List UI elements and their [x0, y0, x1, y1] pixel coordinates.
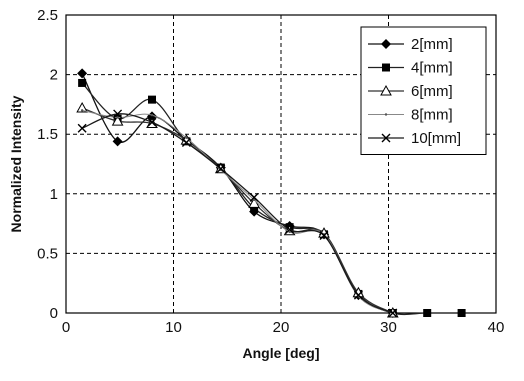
- data-point: [185, 136, 188, 139]
- data-point: [423, 309, 432, 317]
- series-line: [81, 113, 394, 314]
- data-point: [248, 197, 260, 208]
- legend-item: 8[mm]: [368, 107, 453, 124]
- legend-item: 4[mm]: [368, 60, 453, 77]
- legend-label: 2[mm]: [411, 36, 453, 53]
- series-3: [76, 101, 399, 318]
- legend-marker: [381, 133, 391, 143]
- series-line: [82, 109, 394, 314]
- data-point: [249, 192, 259, 202]
- series-line: [81, 107, 394, 314]
- legend-marker: [384, 113, 388, 116]
- data-point: [78, 78, 87, 87]
- data-point: [252, 198, 256, 201]
- data-point: [250, 204, 259, 213]
- data-point: [113, 109, 123, 119]
- data-point: [148, 95, 156, 104]
- data-point: [111, 115, 124, 126]
- legend-marker: [382, 63, 390, 72]
- data-point: [288, 230, 291, 234]
- legend-label: 8[mm]: [411, 107, 453, 124]
- x-tick-label: 20: [273, 319, 290, 336]
- legend-item: 2[mm]: [368, 36, 453, 53]
- data-point: [388, 308, 398, 318]
- data-point: [112, 136, 123, 147]
- legend-item: 6[mm]: [368, 83, 453, 100]
- series-layer: [76, 68, 466, 318]
- legend-item: 10[mm]: [368, 130, 461, 147]
- data-point: [457, 309, 466, 317]
- y-tick-label: 1.5: [37, 126, 58, 143]
- data-point: [285, 225, 295, 235]
- x-tick-label: 30: [380, 319, 397, 336]
- data-point: [147, 117, 157, 127]
- legend-marker: [381, 39, 391, 49]
- x-axis-title: Angle [deg]: [243, 345, 320, 361]
- data-point: [150, 113, 154, 117]
- data-point: [76, 101, 88, 113]
- y-axis-title: Normalized Intensity: [8, 95, 24, 232]
- x-tick-label: 0: [62, 319, 70, 336]
- plot-area-frame: [65, 14, 497, 314]
- legend: 2[mm] 4[mm] 6[mm] 8[mm] 10[mm]: [360, 26, 487, 155]
- y-tick-label: 2: [50, 67, 58, 84]
- x-tick-label: 10: [165, 319, 182, 336]
- y-tick-label: 0: [50, 305, 58, 322]
- x-tick-label: 40: [488, 319, 505, 336]
- y-tick-label: 0.5: [37, 245, 58, 262]
- legend-label: 6[mm]: [411, 83, 453, 100]
- data-point: [216, 164, 226, 174]
- legend-label: 10[mm]: [411, 130, 461, 147]
- legend-label: 4[mm]: [411, 60, 453, 77]
- data-point: [80, 109, 84, 112]
- data-point: [116, 116, 119, 119]
- y-tick-label: 2.5: [37, 7, 58, 24]
- data-point: [353, 290, 363, 300]
- data-point: [319, 231, 329, 241]
- data-point: [77, 123, 87, 133]
- y-tick-label: 1: [50, 186, 58, 203]
- series-5: [77, 109, 398, 318]
- legend-marker: [380, 84, 392, 96]
- series-line: [81, 73, 394, 314]
- data-point: [181, 138, 191, 148]
- data-point: [77, 68, 88, 79]
- tick-labels: 0 10 20 30 40 0 0.5 1 1.5 2 2.5: [37, 7, 504, 336]
